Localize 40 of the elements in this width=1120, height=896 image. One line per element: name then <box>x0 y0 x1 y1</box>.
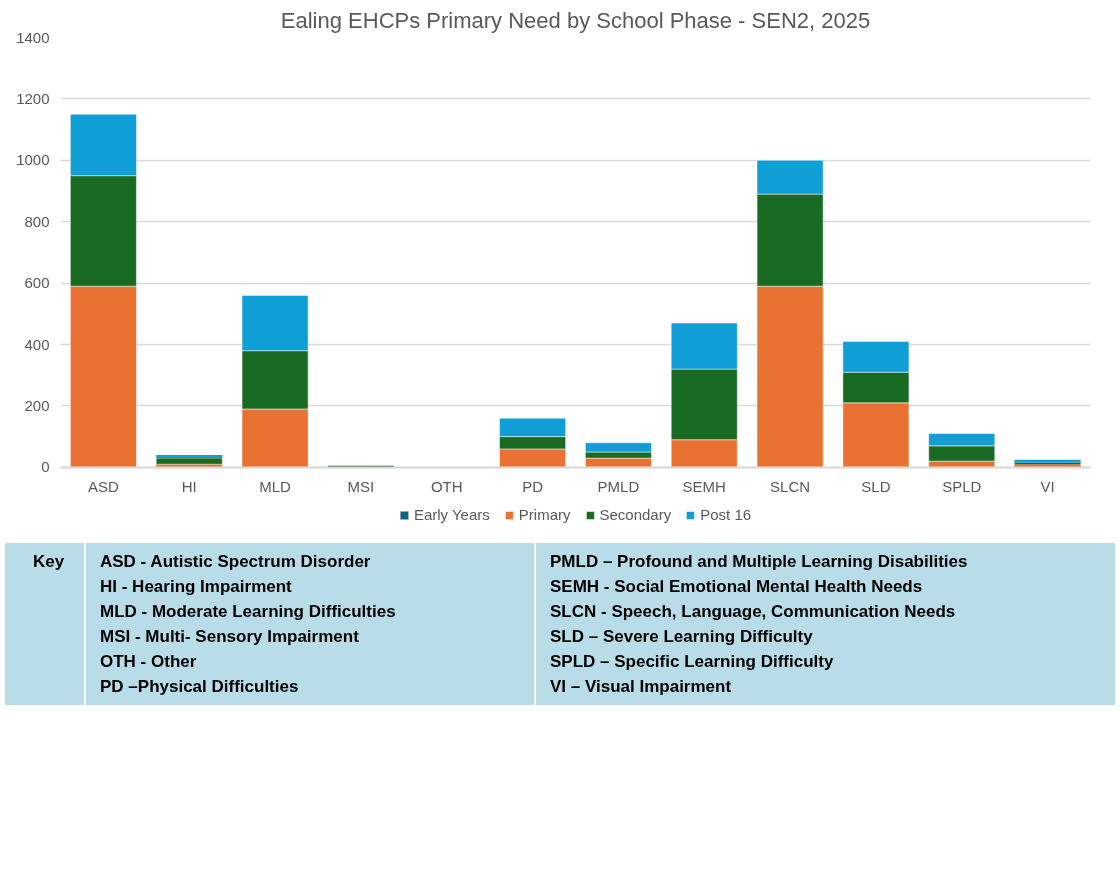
text: SEMH - Social Emotional Mental Health Needs <box>550 577 923 596</box>
x-tick-label: SLD <box>861 478 891 496</box>
text: VI – Visual Impairment <box>550 677 732 696</box>
y-tick-label: 1400 <box>16 28 50 46</box>
y-tick-label: 1200 <box>16 89 50 107</box>
chart-title: Ealing EHCPs Primary Need by School Phase - SEN2, 2025 <box>280 7 871 33</box>
text: SLCN - Speech, Language, Communication Needs <box>550 602 956 621</box>
x-tick-label: VI <box>1040 478 1055 496</box>
text: OTH - Other <box>100 652 197 671</box>
y-tick-label: 400 <box>24 335 50 353</box>
text: PD –Physical Difficulties <box>100 677 299 696</box>
text: ASD - Autistic Spectrum Disorder <box>100 552 371 571</box>
x-tick-label: HI <box>181 478 197 496</box>
y-tick-label: 0 <box>41 458 50 476</box>
x-tick-label: SLCN <box>770 478 811 496</box>
x-tick-label: ASD <box>88 478 120 496</box>
x-tick-label: OTH <box>430 478 463 496</box>
y-tick-label: 200 <box>24 396 50 414</box>
text: SPLD – Specific Learning Difficulty <box>550 652 834 671</box>
legend-label: Early Years <box>413 506 490 523</box>
x-tick-label: MLD <box>259 478 292 496</box>
y-tick-label: 1000 <box>16 151 50 169</box>
x-tick-label: MSI <box>347 478 375 496</box>
bar <box>156 455 223 459</box>
y-tick-label: 600 <box>24 274 50 292</box>
text: SLD – Severe Learning Difficulty <box>550 627 813 646</box>
legend-label: Post 16 <box>700 506 752 523</box>
x-tick-label: PMLD <box>597 478 640 496</box>
legend-label: Secondary <box>599 506 672 523</box>
x-tick-label: PD <box>522 478 544 496</box>
legend-label: Primary <box>518 506 571 523</box>
text: PMLD – Profound and Multiple Learning Disabilities <box>550 552 968 571</box>
text: MSI - Multi- Sensory Impairment <box>100 627 359 646</box>
x-tick-label: SEMH <box>682 478 726 496</box>
text: MLD - Moderate Learning Difficulties <box>100 602 396 621</box>
text: HI - Hearing Impairment <box>100 577 292 596</box>
bar <box>155 457 223 465</box>
text: Key <box>5 543 85 705</box>
x-tick-label: SPLD <box>942 478 982 496</box>
y-tick-label: 800 <box>24 212 50 230</box>
